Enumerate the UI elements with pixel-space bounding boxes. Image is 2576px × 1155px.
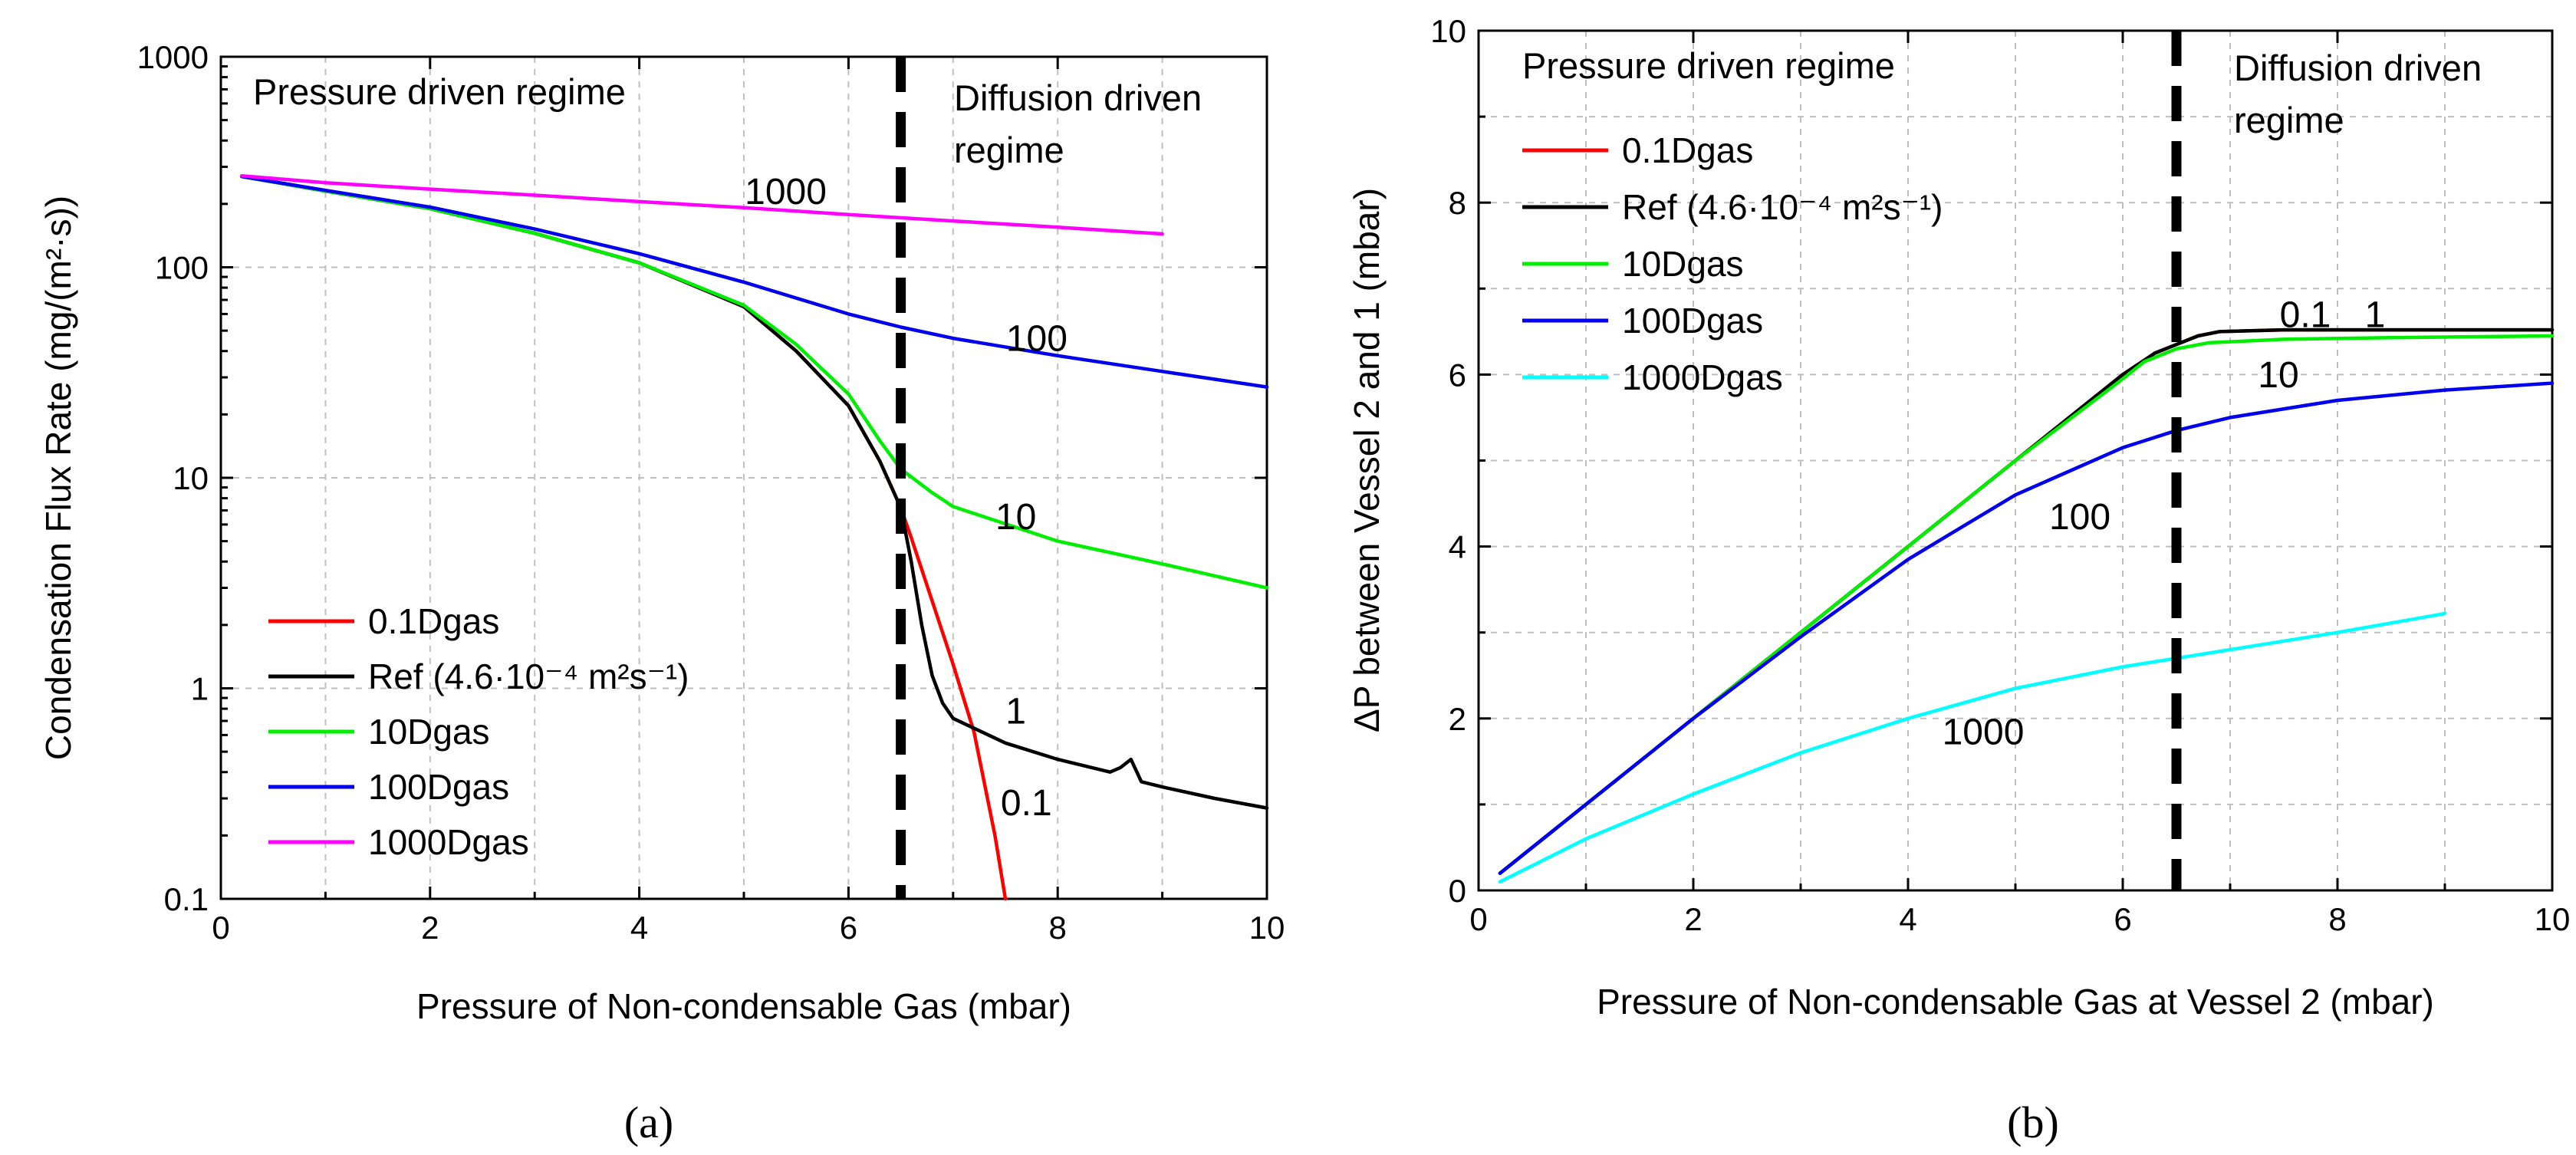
curve-annotation: 10 <box>2258 355 2298 396</box>
x-tick-label: 0 <box>1469 901 1487 937</box>
y-tick-label: 1 <box>191 671 209 707</box>
x-tick-label: 4 <box>630 910 648 946</box>
regime-label-diffusion: Diffusion driven <box>954 77 1202 118</box>
y-tick-label: 10 <box>173 460 209 496</box>
x-axis-label: Pressure of Non-condensable Gas at Vesse… <box>1597 982 2434 1022</box>
regime-label-diffusion-line2: regime <box>2234 100 2344 140</box>
legend-entry: 1000Dgas <box>368 822 529 862</box>
y-tick-label: 8 <box>1449 185 1466 221</box>
legend-entry: 0.1Dgas <box>1622 130 1753 170</box>
y-tick-label: 4 <box>1449 529 1466 565</box>
curve-annotation: 1000 <box>1943 712 2025 752</box>
curve-annotation: 100 <box>2049 497 2110 538</box>
curve-annotation: 1 <box>2365 295 2386 336</box>
y-axis-label: ΔP between Vessel 2 and 1 (mbar) <box>1347 188 1387 732</box>
legend-entry: 10Dgas <box>368 712 490 752</box>
curve-annotation: 0.1 <box>1001 783 1052 824</box>
legend-entry: 100Dgas <box>368 767 509 807</box>
x-tick-label: 4 <box>1899 901 1916 937</box>
x-tick-label: 8 <box>1049 910 1067 946</box>
legend-entry: Ref (4.6·10⁻⁴ m²s⁻¹) <box>368 656 689 696</box>
y-tick-label: 0.1 <box>164 881 209 917</box>
y-tick-label: 6 <box>1449 357 1466 393</box>
series-line-b-2 <box>1498 334 2555 875</box>
legend-entry: 100Dgas <box>1622 301 1763 341</box>
legend-entry: Ref (4.6·10⁻⁴ m²s⁻¹) <box>1622 187 1943 227</box>
curve-annotation: 1000 <box>745 172 827 212</box>
regime-label-pressure: Pressure driven regime <box>253 71 626 112</box>
y-tick-label: 2 <box>1449 701 1466 737</box>
curve-annotation: 100 <box>1006 319 1068 360</box>
y-tick-label: 1000 <box>137 39 209 75</box>
series-line-b-3 <box>1498 381 2555 875</box>
curve-annotation: 10 <box>995 497 1036 538</box>
series-line-b-4 <box>1498 611 2447 884</box>
regime-label-diffusion: Diffusion driven <box>2234 48 2482 88</box>
x-tick-label: 2 <box>421 910 439 946</box>
series-line-a-4 <box>240 173 1164 236</box>
y-tick-label: 0 <box>1449 873 1466 909</box>
regime-label-diffusion-line2: regime <box>954 130 1064 170</box>
x-tick-label: 6 <box>2114 901 2131 937</box>
legend-entry: 0.1Dgas <box>368 601 499 641</box>
y-tick-label: 100 <box>155 250 209 286</box>
x-tick-label: 0 <box>212 910 229 946</box>
series-line-a-0 <box>240 174 1008 901</box>
series-line-b-0 <box>1498 327 2555 875</box>
x-tick-label: 10 <box>1249 910 1285 946</box>
legend-entry: 1000Dgas <box>1622 357 1783 397</box>
panel-label: (a) <box>624 1097 673 1147</box>
x-tick-label: 8 <box>2328 901 2346 937</box>
x-tick-label: 10 <box>2535 901 2571 937</box>
y-axis-label: Condensation Flux Rate (mg/(m²·s)) <box>38 196 78 760</box>
curve-annotation: 1 <box>1005 691 1026 732</box>
chart-panel-a: 0 2 4 6 8 10 0.1 1 10 100 1000 Pressure of Non-cond… <box>38 39 1285 1147</box>
panel-label: (b) <box>2007 1097 2059 1147</box>
legend-entry: 10Dgas <box>1622 244 1744 284</box>
x-axis-label: Pressure of Non-condensable Gas (mbar) <box>416 986 1071 1026</box>
series-line-b-1 <box>1498 327 2555 875</box>
series-line-a-3 <box>240 174 1269 389</box>
y-tick-label: 10 <box>1430 13 1466 49</box>
regime-label-pressure: Pressure driven regime <box>1522 45 1895 86</box>
curve-annotation: 0.1 <box>2280 295 2331 336</box>
x-tick-label: 2 <box>1684 901 1702 937</box>
x-tick-label: 6 <box>840 910 857 946</box>
series-line-a-2 <box>240 174 1269 590</box>
